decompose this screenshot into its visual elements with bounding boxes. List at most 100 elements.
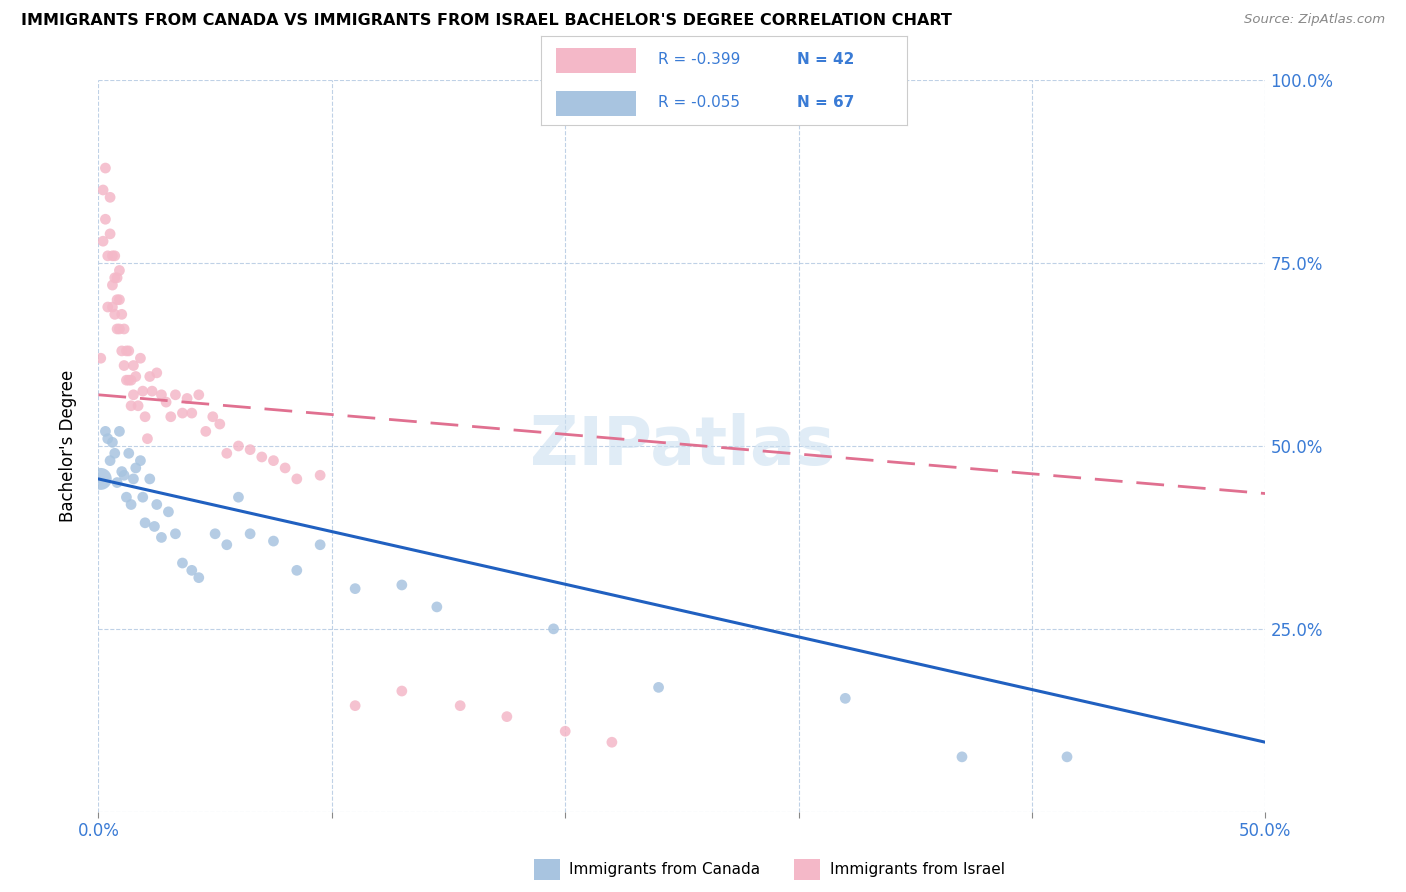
Point <box>101 435 124 450</box>
Point <box>98 453 121 467</box>
Point <box>108 293 131 307</box>
Point <box>97 249 120 263</box>
Point <box>391 684 413 698</box>
Point <box>112 322 135 336</box>
Point <box>172 556 194 570</box>
Point <box>104 249 127 263</box>
Point <box>122 359 145 373</box>
Point <box>554 724 576 739</box>
Point <box>90 472 112 486</box>
Point <box>118 343 141 358</box>
Point <box>1056 749 1078 764</box>
Point <box>157 505 180 519</box>
Point <box>118 373 141 387</box>
Point <box>180 406 202 420</box>
Point <box>647 681 669 695</box>
Point <box>600 735 623 749</box>
Point <box>122 388 145 402</box>
Point <box>125 369 148 384</box>
Point <box>309 538 332 552</box>
Point <box>105 270 128 285</box>
Y-axis label: Bachelor's Degree: Bachelor's Degree <box>59 370 77 522</box>
Point <box>104 270 127 285</box>
Point <box>285 472 308 486</box>
Point <box>111 465 134 479</box>
Point <box>834 691 856 706</box>
Point <box>150 388 173 402</box>
Point <box>274 461 297 475</box>
Point <box>127 399 149 413</box>
Point <box>91 234 114 248</box>
Point <box>155 395 177 409</box>
Point <box>309 468 332 483</box>
Point <box>134 516 156 530</box>
Point <box>391 578 413 592</box>
Point <box>176 392 198 406</box>
Text: N = 67: N = 67 <box>797 95 855 110</box>
Point <box>143 519 166 533</box>
Point <box>115 343 138 358</box>
Point <box>98 190 121 204</box>
Point <box>94 212 117 227</box>
Point <box>495 709 517 723</box>
Point <box>120 498 142 512</box>
Point <box>215 538 238 552</box>
Point <box>187 571 209 585</box>
Point <box>139 369 162 384</box>
Text: R = -0.055: R = -0.055 <box>658 95 741 110</box>
Point <box>97 432 120 446</box>
Point <box>150 530 173 544</box>
Point <box>108 425 131 439</box>
Point <box>146 366 169 380</box>
Text: R = -0.399: R = -0.399 <box>658 53 741 67</box>
FancyBboxPatch shape <box>555 48 637 73</box>
Point <box>141 384 163 399</box>
Point <box>146 498 169 512</box>
Point <box>122 472 145 486</box>
Text: IMMIGRANTS FROM CANADA VS IMMIGRANTS FROM ISRAEL BACHELOR'S DEGREE CORRELATION C: IMMIGRANTS FROM CANADA VS IMMIGRANTS FRO… <box>21 13 952 29</box>
Point <box>172 406 194 420</box>
Point <box>239 442 262 457</box>
Point <box>129 453 152 467</box>
Point <box>115 373 138 387</box>
Point <box>105 475 128 490</box>
Point <box>120 373 142 387</box>
Point <box>101 278 124 293</box>
Text: Source: ZipAtlas.com: Source: ZipAtlas.com <box>1244 13 1385 27</box>
Point <box>344 698 367 713</box>
Point <box>543 622 565 636</box>
Point <box>285 563 308 577</box>
Point <box>204 526 226 541</box>
Point <box>136 432 159 446</box>
Point <box>108 322 131 336</box>
FancyBboxPatch shape <box>555 91 637 116</box>
Point <box>101 300 124 314</box>
Point <box>112 468 135 483</box>
Point <box>120 399 142 413</box>
Point <box>111 343 134 358</box>
Point <box>108 263 131 277</box>
Point <box>129 351 152 366</box>
Point <box>228 490 250 504</box>
Text: ZIPatlas: ZIPatlas <box>530 413 834 479</box>
Point <box>262 534 284 549</box>
Point <box>105 293 128 307</box>
Point <box>228 439 250 453</box>
Point <box>104 307 127 321</box>
Point <box>94 161 117 175</box>
Text: N = 42: N = 42 <box>797 53 855 67</box>
Point <box>104 446 127 460</box>
Point <box>98 227 121 241</box>
Point <box>950 749 973 764</box>
Point <box>105 322 128 336</box>
Point <box>101 249 124 263</box>
Point <box>97 300 120 314</box>
Text: Immigrants from Israel: Immigrants from Israel <box>830 863 1004 877</box>
Point <box>94 425 117 439</box>
Point <box>250 450 273 464</box>
Point <box>201 409 224 424</box>
Point <box>165 526 187 541</box>
Point <box>91 183 114 197</box>
Point <box>134 409 156 424</box>
Point <box>159 409 181 424</box>
